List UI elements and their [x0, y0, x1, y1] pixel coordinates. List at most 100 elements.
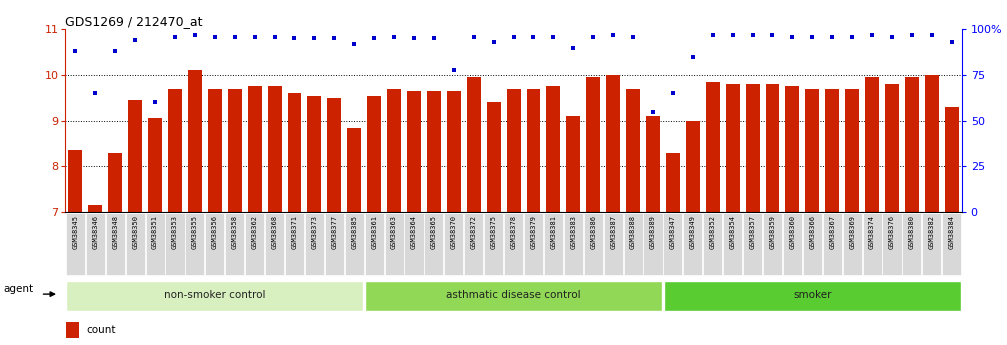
Bar: [646, 116, 660, 212]
Bar: [228, 89, 242, 212]
FancyBboxPatch shape: [782, 214, 802, 275]
Point: [247, 34, 263, 39]
FancyBboxPatch shape: [763, 214, 782, 275]
Bar: [66, 322, 79, 338]
FancyBboxPatch shape: [564, 214, 583, 275]
Bar: [745, 84, 759, 212]
FancyBboxPatch shape: [922, 214, 942, 275]
Text: GSM38350: GSM38350: [132, 215, 138, 249]
FancyBboxPatch shape: [444, 214, 463, 275]
Bar: [248, 87, 262, 212]
Text: GSM38347: GSM38347: [670, 215, 676, 249]
Point: [386, 34, 402, 39]
Bar: [507, 89, 521, 212]
Bar: [288, 93, 301, 212]
Bar: [527, 89, 541, 212]
FancyBboxPatch shape: [165, 214, 184, 275]
Text: GSM38353: GSM38353: [172, 215, 178, 249]
Point: [864, 32, 880, 38]
FancyBboxPatch shape: [484, 214, 504, 275]
Text: GSM38366: GSM38366: [810, 215, 816, 249]
FancyBboxPatch shape: [743, 214, 762, 275]
FancyBboxPatch shape: [664, 214, 683, 275]
FancyBboxPatch shape: [505, 214, 523, 275]
Bar: [109, 153, 122, 212]
Text: GSM38374: GSM38374: [869, 215, 875, 249]
Point: [406, 36, 422, 41]
Bar: [368, 96, 381, 212]
FancyBboxPatch shape: [305, 214, 324, 275]
Text: GSM38370: GSM38370: [451, 215, 457, 249]
FancyBboxPatch shape: [524, 214, 543, 275]
Point: [904, 32, 920, 38]
FancyBboxPatch shape: [603, 214, 622, 275]
Text: GSM38367: GSM38367: [829, 215, 835, 249]
FancyBboxPatch shape: [226, 214, 245, 275]
Text: GSM38383: GSM38383: [570, 215, 576, 249]
Text: GSM38368: GSM38368: [272, 215, 278, 249]
Bar: [407, 91, 421, 212]
Text: GSM38376: GSM38376: [889, 215, 895, 249]
Text: GSM38369: GSM38369: [849, 215, 855, 249]
Text: GSM38380: GSM38380: [909, 215, 915, 249]
Text: non-smoker control: non-smoker control: [164, 290, 266, 300]
Bar: [606, 75, 620, 212]
FancyBboxPatch shape: [265, 214, 284, 275]
Point: [426, 36, 442, 41]
FancyBboxPatch shape: [365, 214, 384, 275]
Bar: [845, 89, 859, 212]
Point: [625, 34, 641, 39]
Point: [944, 39, 960, 45]
Point: [286, 36, 302, 41]
Text: GSM38389: GSM38389: [650, 215, 656, 249]
FancyBboxPatch shape: [106, 214, 125, 275]
Bar: [547, 87, 560, 212]
Point: [227, 34, 243, 39]
Point: [685, 54, 701, 59]
Text: agent: agent: [3, 284, 33, 294]
FancyBboxPatch shape: [205, 214, 225, 275]
FancyBboxPatch shape: [882, 214, 901, 275]
Bar: [89, 205, 103, 212]
FancyBboxPatch shape: [843, 214, 862, 275]
Bar: [268, 87, 282, 212]
Bar: [826, 89, 839, 212]
Text: GSM38364: GSM38364: [411, 215, 417, 249]
Bar: [686, 121, 700, 212]
Text: GSM38357: GSM38357: [749, 215, 755, 249]
FancyBboxPatch shape: [344, 214, 364, 275]
Point: [485, 39, 501, 45]
Point: [526, 34, 542, 39]
Bar: [128, 100, 142, 212]
Point: [764, 32, 780, 38]
Bar: [626, 89, 640, 212]
Text: GSM38349: GSM38349: [690, 215, 696, 249]
FancyBboxPatch shape: [325, 214, 343, 275]
FancyBboxPatch shape: [245, 214, 264, 275]
FancyBboxPatch shape: [723, 214, 742, 275]
Text: GSM38355: GSM38355: [192, 215, 198, 249]
Bar: [706, 82, 720, 212]
Text: GSM38379: GSM38379: [531, 215, 537, 249]
Point: [67, 49, 84, 54]
Bar: [765, 84, 779, 212]
Point: [346, 41, 363, 47]
FancyBboxPatch shape: [146, 214, 164, 275]
Text: GDS1269 / 212470_at: GDS1269 / 212470_at: [65, 15, 203, 28]
Text: GSM38388: GSM38388: [630, 215, 636, 249]
Point: [565, 45, 581, 50]
Text: GSM38348: GSM38348: [112, 215, 118, 249]
Bar: [347, 128, 362, 212]
Text: asthmatic disease control: asthmatic disease control: [446, 290, 581, 300]
Text: GSM38371: GSM38371: [291, 215, 297, 249]
Bar: [924, 75, 939, 212]
Bar: [586, 77, 600, 212]
Bar: [726, 84, 739, 212]
Bar: [447, 91, 461, 212]
Point: [923, 32, 940, 38]
Bar: [467, 77, 480, 212]
Text: GSM38360: GSM38360: [789, 215, 796, 249]
FancyBboxPatch shape: [65, 214, 85, 275]
Bar: [427, 91, 441, 212]
Point: [665, 90, 681, 96]
